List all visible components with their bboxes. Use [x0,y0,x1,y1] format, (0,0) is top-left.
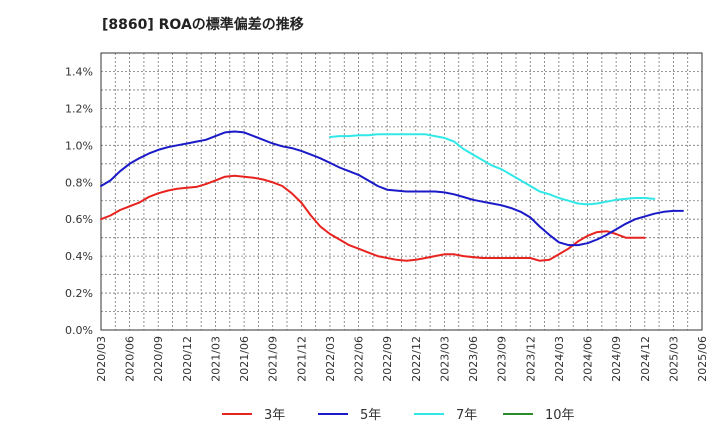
x-tick-label: 2025/06 [696,336,709,382]
y-tick-label: 0.6% [65,213,93,226]
x-tick-label: 2023/03 [438,336,451,382]
x-tick-label: 2020/12 [181,336,194,382]
x-tick-label: 2022/06 [353,336,366,382]
x-tick-label: 2025/03 [667,336,680,382]
x-tick-label: 2024/06 [582,336,595,382]
x-tick-label: 2022/12 [410,336,423,382]
x-tick-label: 2023/12 [524,336,537,382]
y-tick-label: 0.0% [65,324,93,337]
x-tick-label: 2020/06 [124,336,137,382]
legend-label-3: 7年 [456,408,477,423]
x-tick-label: 2020/09 [152,336,165,382]
x-tick-label: 2024/09 [610,336,623,382]
x-tick-label: 2023/06 [467,336,480,382]
legend-label-4: 10年 [545,408,575,423]
x-tick-label: 2022/03 [324,336,337,382]
x-tick-label: 2021/03 [209,336,222,382]
x-tick-label: 2021/06 [238,336,251,382]
x-tick-label: 2022/09 [381,336,394,382]
x-tick-label: 2024/03 [553,336,566,382]
x-tick-label: 2020/03 [95,336,108,382]
plot-border [100,52,703,331]
y-tick-label: 1.4% [65,65,93,78]
y-tick-label: 0.2% [65,287,93,300]
x-tick-label: 2021/09 [267,336,280,382]
x-tick-label: 2021/12 [295,336,308,382]
x-tick-label: 2023/09 [496,336,509,382]
x-tick-label: 2024/12 [639,336,652,382]
y-tick-label: 0.8% [65,176,93,189]
y-tick-label: 1.2% [65,102,93,115]
series-line-3 [329,133,656,206]
series-line-1 [100,174,646,262]
y-tick-label: 0.4% [65,250,93,263]
chart-title: [8860] ROAの標準偏差の推移 [102,17,304,33]
legend-label-2: 5年 [360,408,381,423]
y-tick-label: 1.0% [65,139,93,152]
series-line-2 [100,130,684,247]
legend-label-1: 3年 [264,408,285,423]
